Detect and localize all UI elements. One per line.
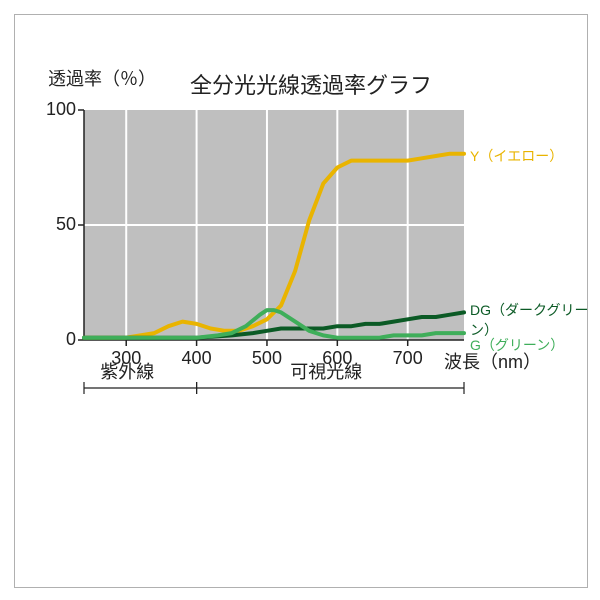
- y-tick: 0: [36, 329, 76, 350]
- range-label: 可視光線: [290, 358, 362, 384]
- series-label: Y（イエロー）: [470, 146, 563, 166]
- x-tick: 700: [388, 348, 428, 369]
- series-label: G（グリーン）: [470, 335, 564, 355]
- y-tick: 100: [36, 99, 76, 120]
- x-tick: 500: [247, 348, 287, 369]
- y-tick: 50: [36, 214, 76, 235]
- range-label: 紫外線: [100, 358, 154, 384]
- x-tick: 400: [177, 348, 217, 369]
